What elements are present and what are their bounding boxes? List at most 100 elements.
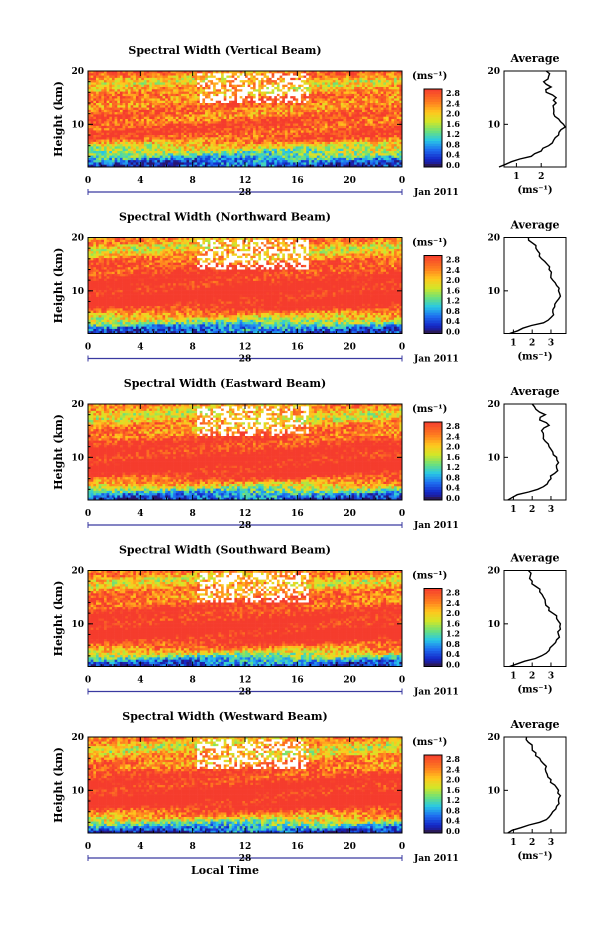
colorbar xyxy=(424,256,442,334)
colorbar-tick-label: 1.6 xyxy=(446,452,460,462)
x-tick-label: 20 xyxy=(343,343,356,353)
average-x-tick-label: 1 xyxy=(510,505,516,515)
average-x-tick-label: 3 xyxy=(548,672,554,682)
colorbar-tick-label: 1.6 xyxy=(446,119,460,129)
y-tick-label: 10 xyxy=(71,120,84,130)
x-tick-label: 0 xyxy=(85,842,91,852)
average-x-tick-label: 2 xyxy=(529,838,535,848)
colorbar-tick-label: 1.6 xyxy=(446,285,460,295)
x-tick-label: 8 xyxy=(190,676,196,686)
average-x-tick-label: 2 xyxy=(529,339,535,349)
colorbar-unit: (ms⁻¹) xyxy=(412,71,447,82)
x-tick-label: 12 xyxy=(239,343,252,353)
average-title: Average xyxy=(509,219,559,232)
x-tick-label: 4 xyxy=(137,343,143,353)
x-tick-label: 16 xyxy=(291,842,304,852)
colorbar xyxy=(424,422,442,500)
colorbar-tick-label: 0.4 xyxy=(446,649,460,659)
panel-title: Spectral Width (Northward Beam) xyxy=(119,211,331,224)
colorbar-tick-label: 0.0 xyxy=(446,493,460,503)
colorbar-tick-label: 2.0 xyxy=(446,109,460,119)
y-tick-label: 20 xyxy=(71,400,84,410)
x-tick-label: 12 xyxy=(239,842,252,852)
colorbar xyxy=(424,589,442,667)
x-tick-label: 12 xyxy=(239,176,252,186)
colorbar-tick-label: 2.4 xyxy=(446,265,460,275)
panel-title: Spectral Width (Vertical Beam) xyxy=(128,44,321,57)
y-axis-label: Height (km) xyxy=(52,248,65,324)
colorbar-tick-label: 0.4 xyxy=(446,150,460,160)
x-tick-label: 20 xyxy=(343,842,356,852)
average-x-tick-label: 1 xyxy=(513,172,519,182)
date-label: 28 xyxy=(239,355,252,365)
x-tick-label: 0 xyxy=(85,509,91,519)
colorbar-tick-label: 0.8 xyxy=(446,805,460,815)
colorbar-tick-label: 0.0 xyxy=(446,660,460,670)
colorbar-tick-label: 1.6 xyxy=(446,618,460,628)
colorbar-tick-label: 2.4 xyxy=(446,764,460,774)
average-title: Average xyxy=(509,52,559,65)
colorbar-tick-label: 2.0 xyxy=(446,775,460,785)
date-label-month: Jan 2011 xyxy=(413,521,459,531)
colorbar-tick-label: 1.6 xyxy=(446,785,460,795)
colorbar-unit: (ms⁻¹) xyxy=(412,737,447,748)
average-x-axis-label: (ms⁻¹) xyxy=(517,851,552,862)
x-tick-label: 16 xyxy=(291,176,304,186)
panel-2: Spectral Width (Northward Beam)2010Heigh… xyxy=(52,211,566,365)
colorbar-tick-label: 0.8 xyxy=(446,306,460,316)
average-x-tick-label: 2 xyxy=(538,172,544,182)
colorbar-tick-label: 2.8 xyxy=(446,588,460,598)
colorbar-tick-label: 0.0 xyxy=(446,160,460,170)
average-x-tick-label: 2 xyxy=(529,505,535,515)
panel-title: Spectral Width (Eastward Beam) xyxy=(124,377,326,390)
date-label: 28 xyxy=(239,688,252,698)
x-tick-label: 8 xyxy=(190,343,196,353)
x-tick-label: 0 xyxy=(399,343,405,353)
colorbar-tick-label: 1.2 xyxy=(446,296,460,306)
average-y-tick-label: 20 xyxy=(487,567,500,577)
average-title: Average xyxy=(509,718,559,731)
x-tick-label: 4 xyxy=(137,176,143,186)
x-tick-label: 0 xyxy=(399,676,405,686)
average-y-tick-label: 10 xyxy=(487,120,500,130)
x-tick-label: 4 xyxy=(137,509,143,519)
y-tick-label: 20 xyxy=(71,567,84,577)
colorbar-tick-label: 1.2 xyxy=(446,129,460,139)
x-tick-label: 8 xyxy=(190,842,196,852)
x-axis-label: Local Time xyxy=(191,864,259,877)
x-tick-label: 0 xyxy=(399,176,405,186)
y-tick-label: 20 xyxy=(71,67,84,77)
average-y-tick-label: 10 xyxy=(487,287,500,297)
colorbar-tick-label: 0.8 xyxy=(446,639,460,649)
colorbar-tick-label: 0.4 xyxy=(446,483,460,493)
heatmap xyxy=(88,404,402,500)
y-tick-label: 10 xyxy=(71,786,84,796)
colorbar-tick-label: 2.4 xyxy=(446,98,460,108)
date-label: 28 xyxy=(239,854,252,864)
heatmap xyxy=(88,238,402,334)
average-title: Average xyxy=(509,385,559,398)
y-axis-label: Height (km) xyxy=(52,81,65,157)
x-tick-label: 8 xyxy=(190,176,196,186)
average-y-tick-label: 20 xyxy=(487,67,500,77)
colorbar-tick-label: 0.0 xyxy=(446,327,460,337)
average-y-tick-label: 20 xyxy=(487,234,500,244)
colorbar-tick-label: 0.8 xyxy=(446,139,460,149)
x-tick-label: 12 xyxy=(239,509,252,519)
average-x-tick-label: 1 xyxy=(510,339,516,349)
average-frame xyxy=(504,737,566,833)
colorbar-tick-label: 2.8 xyxy=(446,421,460,431)
date-label-month: Jan 2011 xyxy=(413,854,459,864)
y-axis-label: Height (km) xyxy=(52,581,65,657)
colorbar-tick-label: 2.0 xyxy=(446,608,460,618)
average-x-tick-label: 3 xyxy=(548,505,554,515)
colorbar-tick-label: 2.0 xyxy=(446,442,460,452)
x-tick-label: 20 xyxy=(343,509,356,519)
x-tick-label: 16 xyxy=(291,343,304,353)
average-x-tick-label: 1 xyxy=(510,672,516,682)
colorbar-tick-label: 1.2 xyxy=(446,795,460,805)
date-label: 28 xyxy=(239,521,252,531)
colorbar-tick-label: 2.4 xyxy=(446,431,460,441)
x-tick-label: 0 xyxy=(85,676,91,686)
colorbar-tick-label: 2.8 xyxy=(446,255,460,265)
